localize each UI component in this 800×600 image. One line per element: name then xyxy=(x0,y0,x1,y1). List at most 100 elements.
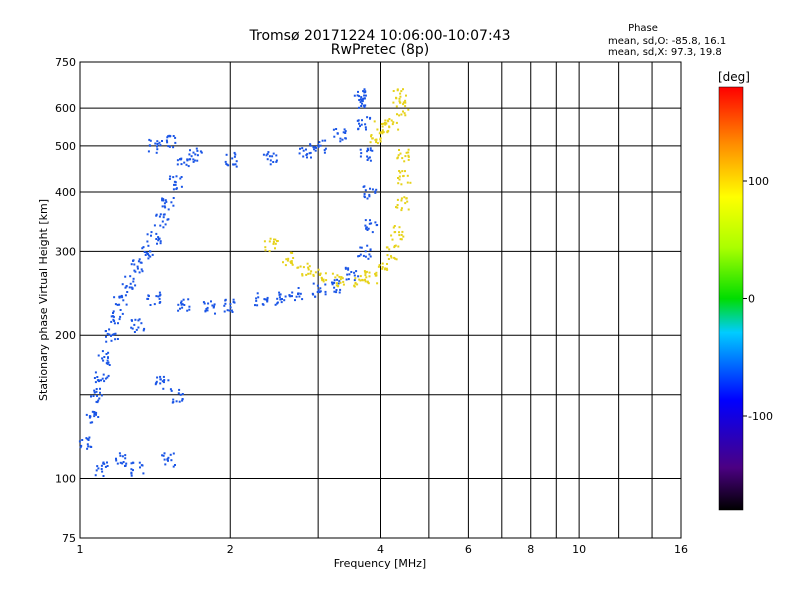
data-point-o xyxy=(104,465,107,468)
data-point-o xyxy=(299,292,302,295)
data-point-o xyxy=(359,101,362,104)
data-point-o xyxy=(333,279,336,282)
data-point-o xyxy=(159,224,162,227)
data-point-o xyxy=(267,151,270,154)
data-point-o xyxy=(149,255,152,258)
data-point-o xyxy=(363,88,366,91)
data-point-o xyxy=(297,292,300,295)
data-point-o xyxy=(195,147,198,150)
data-point-x xyxy=(397,177,399,179)
data-point-o xyxy=(95,390,98,393)
data-point-o xyxy=(143,251,146,253)
data-point-o xyxy=(116,338,119,340)
data-point-o xyxy=(81,439,84,441)
data-point-x xyxy=(380,123,383,125)
data-point-x xyxy=(401,170,404,173)
data-point-o xyxy=(155,295,158,298)
data-point-o xyxy=(105,353,108,355)
data-point-o xyxy=(177,303,180,306)
data-point-x xyxy=(291,252,294,254)
data-point-o xyxy=(255,297,258,300)
data-point-x xyxy=(398,234,401,237)
data-point-o xyxy=(166,218,169,221)
data-point-o xyxy=(99,391,101,394)
data-point-o xyxy=(339,140,342,143)
data-point-o xyxy=(335,128,338,130)
data-point-x xyxy=(396,88,399,91)
data-point-o xyxy=(159,375,162,378)
data-point-o xyxy=(166,136,169,139)
data-point-x xyxy=(342,283,345,286)
data-point-o xyxy=(331,283,334,286)
data-point-o xyxy=(86,447,89,450)
data-point-o xyxy=(107,361,110,364)
data-point-x xyxy=(370,135,372,138)
data-point-o xyxy=(175,187,178,190)
data-point-o xyxy=(188,305,191,308)
data-point-x xyxy=(366,280,369,283)
data-point-x xyxy=(384,267,387,270)
colorbar-ticks: 100 0 -100 xyxy=(743,175,773,423)
data-point-o xyxy=(180,303,183,306)
data-point-o xyxy=(106,359,109,362)
data-point-o xyxy=(318,291,321,294)
data-point-o xyxy=(96,394,98,397)
data-point-o xyxy=(157,295,160,298)
data-point-o xyxy=(316,291,319,293)
data-point-x xyxy=(335,282,338,285)
data-point-x xyxy=(390,234,393,237)
colorbar-tick-label: 0 xyxy=(748,293,755,306)
data-point-o xyxy=(155,213,158,216)
data-point-o xyxy=(137,260,140,263)
data-point-o xyxy=(99,387,101,390)
data-point-o xyxy=(176,159,179,162)
data-point-o xyxy=(345,278,348,281)
data-point-o xyxy=(172,197,175,199)
data-point-o xyxy=(254,304,256,307)
data-point-x xyxy=(292,257,295,259)
data-point-o xyxy=(78,440,81,443)
data-point-o xyxy=(196,159,199,162)
data-point-o xyxy=(333,135,336,138)
data-point-o xyxy=(172,398,175,401)
data-point-o xyxy=(344,137,347,140)
data-point-o xyxy=(231,311,234,313)
data-point-x xyxy=(397,154,400,157)
data-point-x xyxy=(386,119,389,122)
data-point-o xyxy=(86,443,89,446)
data-point-x xyxy=(354,277,357,280)
data-point-o xyxy=(150,231,153,234)
data-point-o xyxy=(93,377,96,379)
data-point-o xyxy=(180,157,183,160)
data-point-o xyxy=(346,273,349,276)
data-point-o xyxy=(144,254,147,256)
data-point-x xyxy=(305,273,308,276)
data-point-x xyxy=(272,242,275,245)
data-point-o xyxy=(91,410,94,413)
data-point-x xyxy=(274,238,277,241)
data-point-o xyxy=(324,139,327,142)
data-point-o xyxy=(101,470,104,473)
data-point-x xyxy=(399,92,402,95)
data-point-o xyxy=(319,290,322,293)
colorbar-label: [deg] xyxy=(718,70,750,84)
data-point-o xyxy=(145,251,148,254)
data-point-x xyxy=(384,119,387,122)
data-point-o xyxy=(93,391,96,394)
data-point-o xyxy=(333,286,336,289)
data-point-o xyxy=(163,452,166,455)
data-point-o xyxy=(368,193,371,196)
data-point-o xyxy=(366,116,369,119)
data-point-o xyxy=(335,289,338,291)
data-point-o xyxy=(359,125,361,128)
data-point-o xyxy=(366,159,369,161)
data-point-o xyxy=(357,127,360,130)
data-point-o xyxy=(79,446,82,449)
data-point-o xyxy=(107,374,110,377)
data-point-x xyxy=(386,254,389,257)
data-point-o xyxy=(174,464,176,466)
data-point-x xyxy=(395,206,397,209)
data-point-x xyxy=(388,126,391,129)
data-point-o xyxy=(348,273,351,276)
data-point-x xyxy=(405,151,408,154)
